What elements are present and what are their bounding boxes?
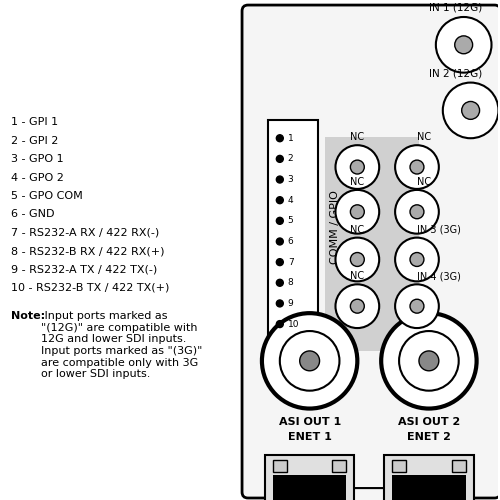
Text: 5 - GPO COM: 5 - GPO COM (12, 191, 83, 201)
Text: Note:: Note: (12, 311, 46, 321)
Text: IN 3 (3G): IN 3 (3G) (417, 224, 461, 234)
Text: ENET 1: ENET 1 (288, 432, 332, 442)
Text: 6 - GND: 6 - GND (12, 210, 55, 220)
Circle shape (350, 160, 364, 174)
Bar (452, 460, 466, 472)
FancyBboxPatch shape (242, 5, 500, 498)
Circle shape (410, 160, 424, 174)
Bar (332, 460, 346, 472)
Bar (324, 137, 419, 351)
Bar (392, 475, 466, 500)
Text: NC: NC (350, 177, 364, 187)
Circle shape (276, 218, 283, 224)
Bar (273, 475, 346, 500)
Circle shape (336, 284, 379, 328)
Circle shape (276, 156, 283, 162)
Text: 3: 3 (288, 175, 294, 184)
Circle shape (276, 280, 283, 286)
Circle shape (395, 145, 439, 189)
Text: ASI OUT 2: ASI OUT 2 (398, 416, 460, 426)
Circle shape (262, 313, 358, 408)
Circle shape (276, 300, 283, 307)
Text: Input ports marked as
"(12G)" are compatible with
12G and lower SDI inputs.
Inpu: Input ports marked as "(12G)" are compat… (42, 311, 202, 379)
Circle shape (443, 82, 498, 138)
Circle shape (462, 102, 479, 119)
Bar (384, 456, 474, 500)
Text: NC: NC (350, 132, 364, 142)
Circle shape (395, 190, 439, 234)
Circle shape (276, 258, 283, 266)
Text: 8 - RS232-B RX / 422 RX(+): 8 - RS232-B RX / 422 RX(+) (12, 246, 165, 256)
Text: IN 1 (12G): IN 1 (12G) (429, 2, 482, 12)
Text: 6: 6 (288, 237, 294, 246)
Text: 4 - GPO 2: 4 - GPO 2 (12, 172, 64, 182)
Circle shape (436, 17, 492, 72)
Circle shape (336, 145, 379, 189)
Text: 10 - RS232-B TX / 422 TX(+): 10 - RS232-B TX / 422 TX(+) (12, 283, 170, 293)
Bar (273, 460, 287, 472)
Circle shape (410, 299, 424, 313)
Circle shape (280, 331, 340, 390)
Text: 2: 2 (288, 154, 294, 164)
Text: 9 - RS232-A TX / 422 TX(-): 9 - RS232-A TX / 422 TX(-) (12, 264, 158, 274)
Text: 4: 4 (288, 196, 294, 204)
Text: 5: 5 (288, 216, 294, 226)
Circle shape (350, 299, 364, 313)
Circle shape (276, 238, 283, 245)
Circle shape (381, 313, 476, 408)
Bar (268, 120, 318, 334)
Text: 7 - RS232-A RX / 422 RX(-): 7 - RS232-A RX / 422 RX(-) (12, 228, 160, 237)
Text: 3 - GPO 1: 3 - GPO 1 (12, 154, 64, 164)
Text: 9: 9 (288, 299, 294, 308)
Text: 8: 8 (288, 278, 294, 287)
Circle shape (276, 196, 283, 203)
Circle shape (410, 252, 424, 266)
Bar (392, 460, 406, 472)
Circle shape (336, 238, 379, 282)
Circle shape (395, 238, 439, 282)
Circle shape (395, 284, 439, 328)
Circle shape (336, 190, 379, 234)
FancyBboxPatch shape (330, 488, 413, 500)
Circle shape (419, 351, 439, 371)
Circle shape (300, 351, 320, 371)
Circle shape (276, 176, 283, 183)
Circle shape (350, 252, 364, 266)
Text: NC: NC (417, 177, 431, 187)
Circle shape (276, 320, 283, 328)
Text: ASI OUT 1: ASI OUT 1 (278, 416, 341, 426)
Text: 1: 1 (288, 134, 294, 142)
Circle shape (276, 135, 283, 141)
Text: 7: 7 (288, 258, 294, 266)
Circle shape (410, 205, 424, 218)
Circle shape (399, 331, 458, 390)
Circle shape (454, 36, 472, 54)
Bar (265, 456, 354, 500)
Text: IN 2 (12G): IN 2 (12G) (429, 68, 482, 78)
Text: NC: NC (417, 132, 431, 142)
Text: ENET 2: ENET 2 (407, 432, 451, 442)
Text: NC: NC (350, 272, 364, 281)
Text: COMM / GPIO: COMM / GPIO (330, 190, 340, 264)
Circle shape (350, 205, 364, 218)
Text: IN 4 (3G): IN 4 (3G) (417, 272, 461, 281)
Text: 1 - GPI 1: 1 - GPI 1 (12, 118, 58, 128)
Text: NC: NC (350, 224, 364, 234)
Text: 2 - GPI 2: 2 - GPI 2 (12, 136, 59, 146)
Text: 10: 10 (288, 320, 300, 328)
